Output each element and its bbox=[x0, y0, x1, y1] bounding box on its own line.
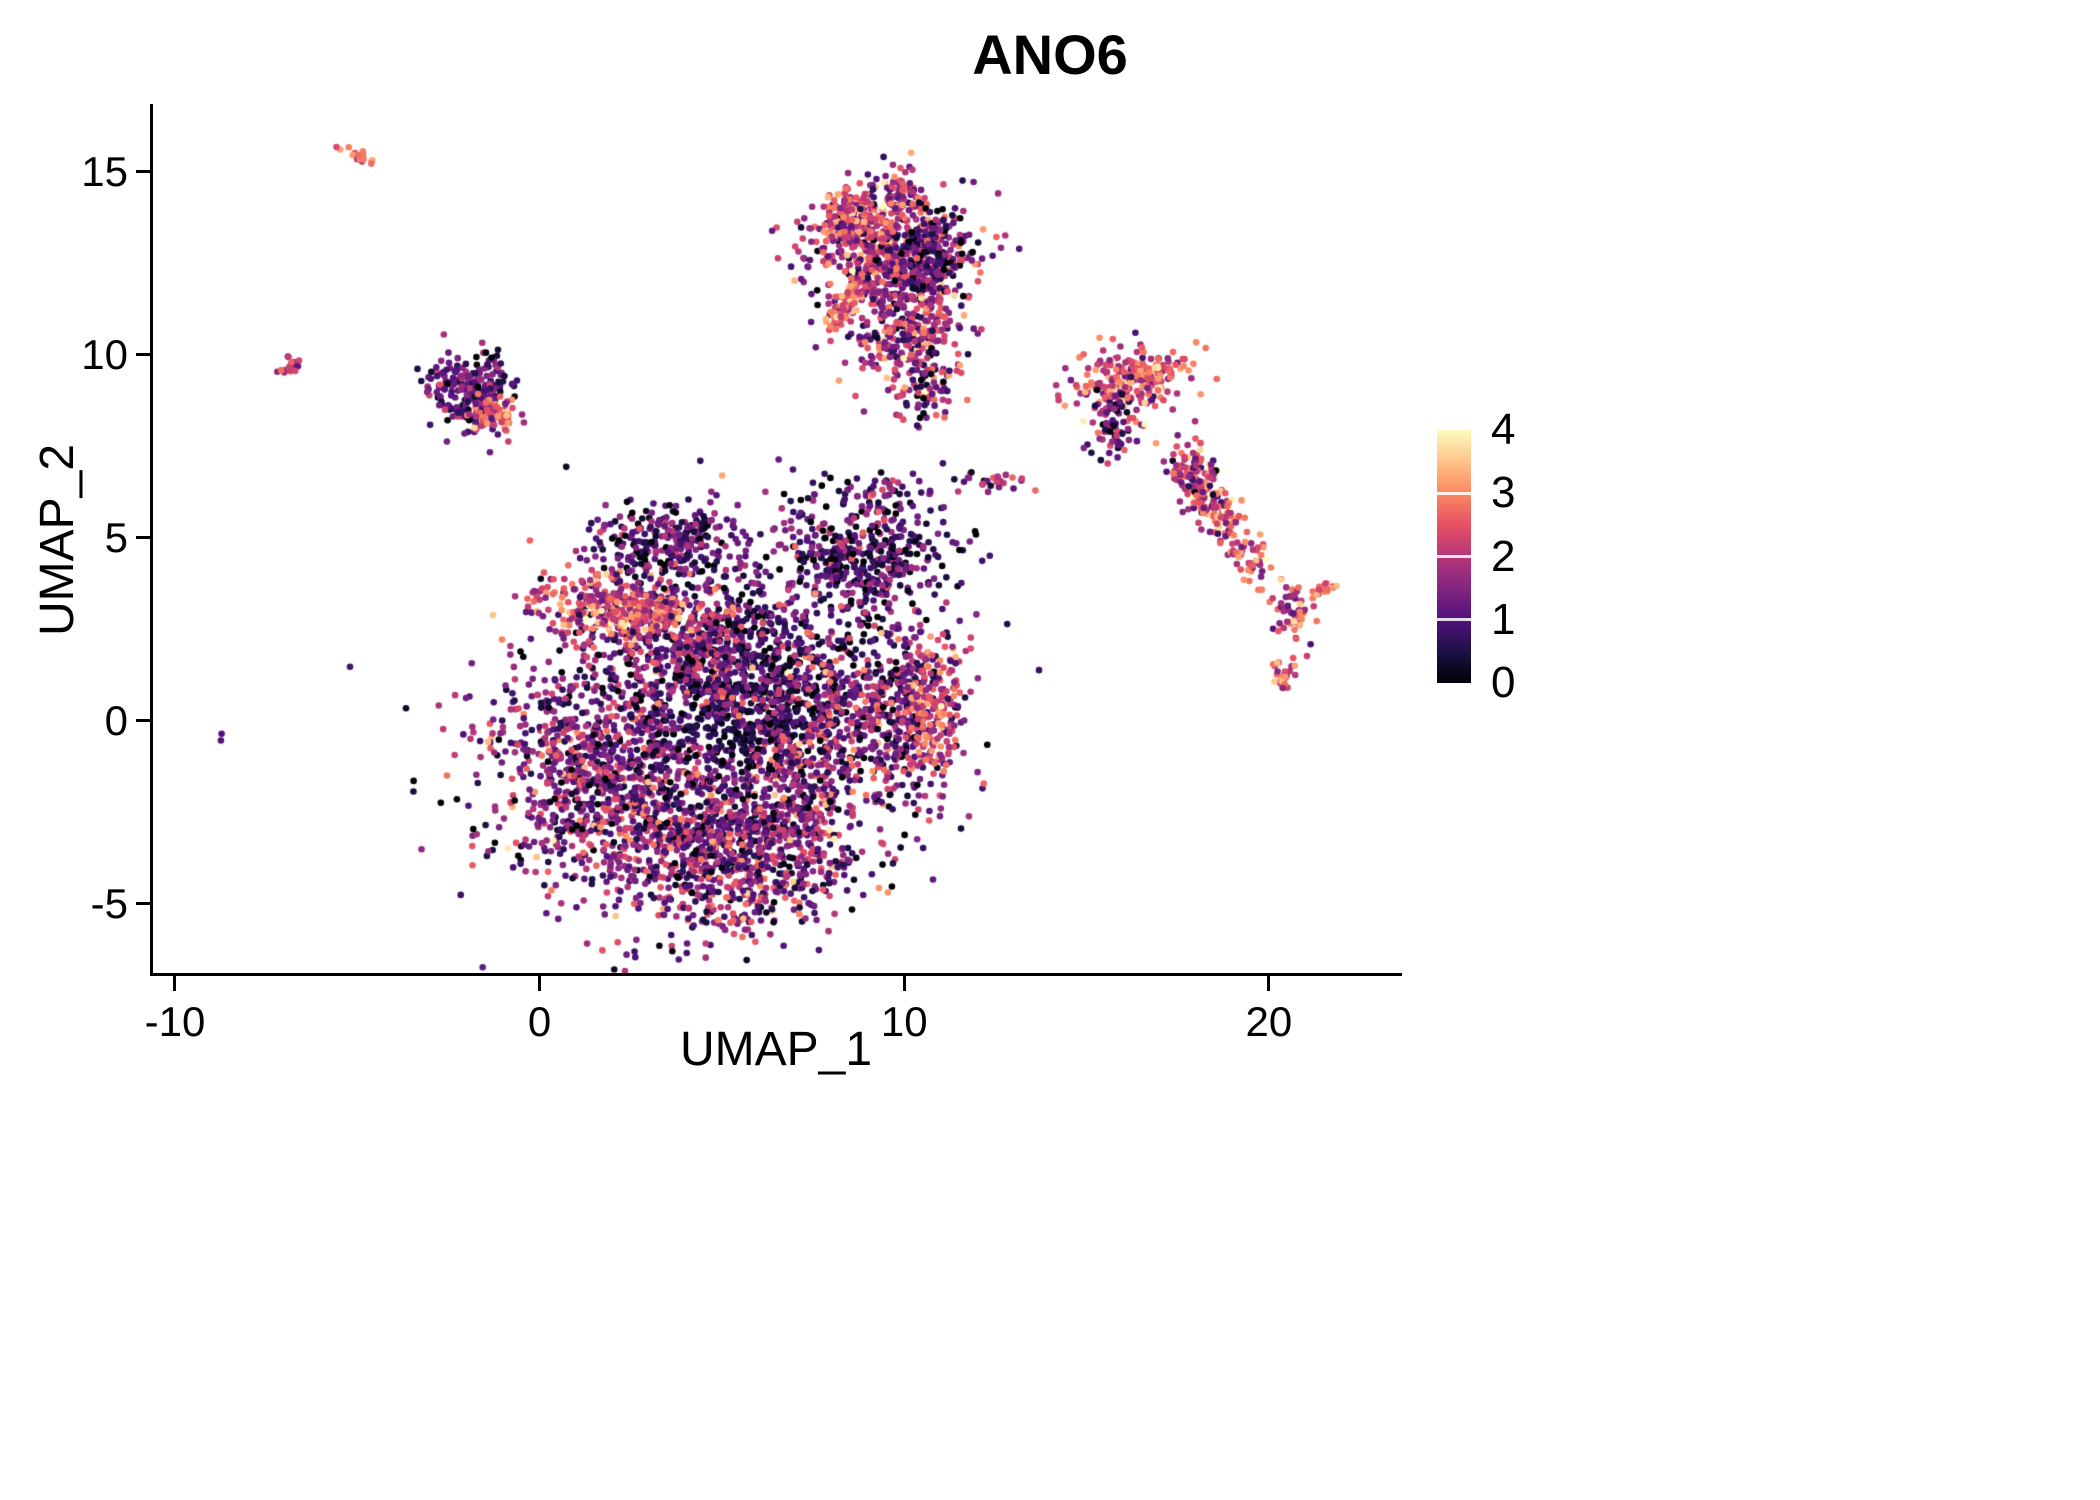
x-tick-mark bbox=[173, 976, 177, 991]
y-tick-label: 10 bbox=[81, 330, 128, 378]
y-axis-line bbox=[150, 104, 153, 976]
x-tick-label: 20 bbox=[1245, 998, 1293, 1045]
colorbar-tick-mark bbox=[1437, 491, 1471, 495]
x-tick-label: 0 bbox=[527, 998, 552, 1045]
colorbar-tick-label: 1 bbox=[1491, 594, 1516, 644]
x-axis-line bbox=[150, 973, 1402, 976]
x-axis-label: UMAP_1 bbox=[679, 1023, 873, 1076]
y-tick-mark bbox=[136, 170, 151, 174]
y-tick-mark bbox=[136, 719, 151, 723]
y-tick-mark bbox=[136, 353, 151, 357]
x-tick-label: 10 bbox=[880, 998, 928, 1045]
colorbar-tick-label: 4 bbox=[1491, 405, 1516, 454]
x-tick-label: -10 bbox=[144, 998, 206, 1045]
y-tick-label: 0 bbox=[104, 696, 128, 744]
y-tick-label: 5 bbox=[104, 513, 128, 561]
colorbar-gradient bbox=[1437, 430, 1471, 683]
y-axis-label: UMAP_2 bbox=[31, 443, 84, 637]
y-tick-label: -5 bbox=[90, 879, 128, 927]
y-tick-mark bbox=[136, 536, 151, 540]
plot-title: ANO6 bbox=[972, 23, 1128, 86]
x-tick-mark bbox=[538, 976, 542, 991]
x-tick-mark bbox=[1267, 976, 1271, 991]
colorbar-tick-label: 3 bbox=[1491, 468, 1516, 518]
colorbar-tick-label: 2 bbox=[1491, 531, 1516, 581]
colorbar-tick-mark bbox=[1437, 618, 1471, 622]
y-tick-label: 15 bbox=[81, 147, 128, 195]
colorbar-tick-mark bbox=[1437, 555, 1471, 558]
colorbar-tick-label: 0 bbox=[1491, 658, 1516, 707]
y-tick-mark bbox=[136, 902, 151, 906]
x-tick-mark bbox=[902, 976, 906, 991]
